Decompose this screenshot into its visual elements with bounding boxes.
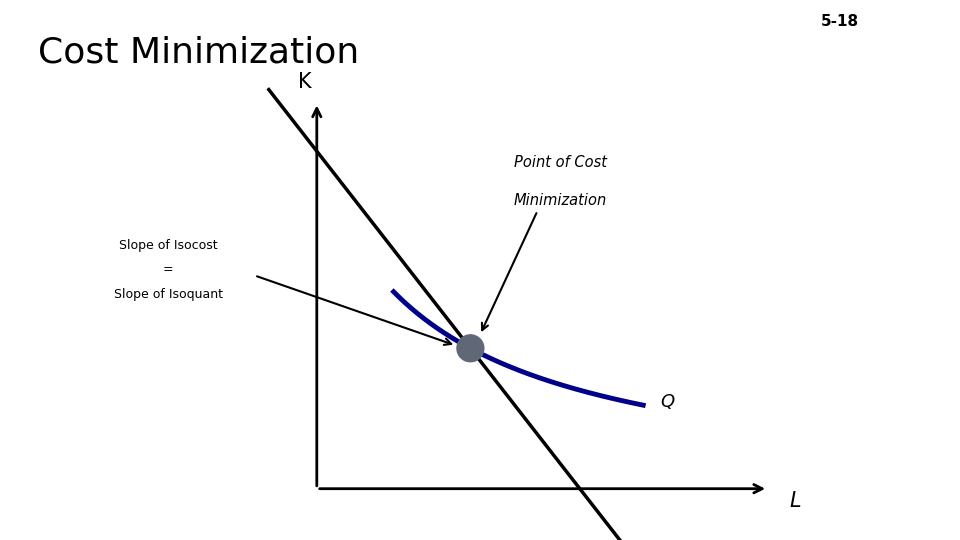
- Text: K: K: [299, 72, 312, 92]
- Text: Minimization: Minimization: [514, 193, 607, 208]
- Text: Slope of Isoquant: Slope of Isoquant: [113, 288, 223, 301]
- Text: Point of Cost: Point of Cost: [514, 155, 607, 170]
- Text: =: =: [162, 264, 174, 276]
- Text: 5-18: 5-18: [821, 14, 859, 29]
- Ellipse shape: [457, 335, 484, 362]
- Text: Q: Q: [660, 394, 675, 411]
- Text: Cost Minimization: Cost Minimization: [38, 35, 360, 69]
- Text: L: L: [789, 491, 801, 511]
- Text: Slope of Isocost: Slope of Isocost: [119, 239, 217, 252]
